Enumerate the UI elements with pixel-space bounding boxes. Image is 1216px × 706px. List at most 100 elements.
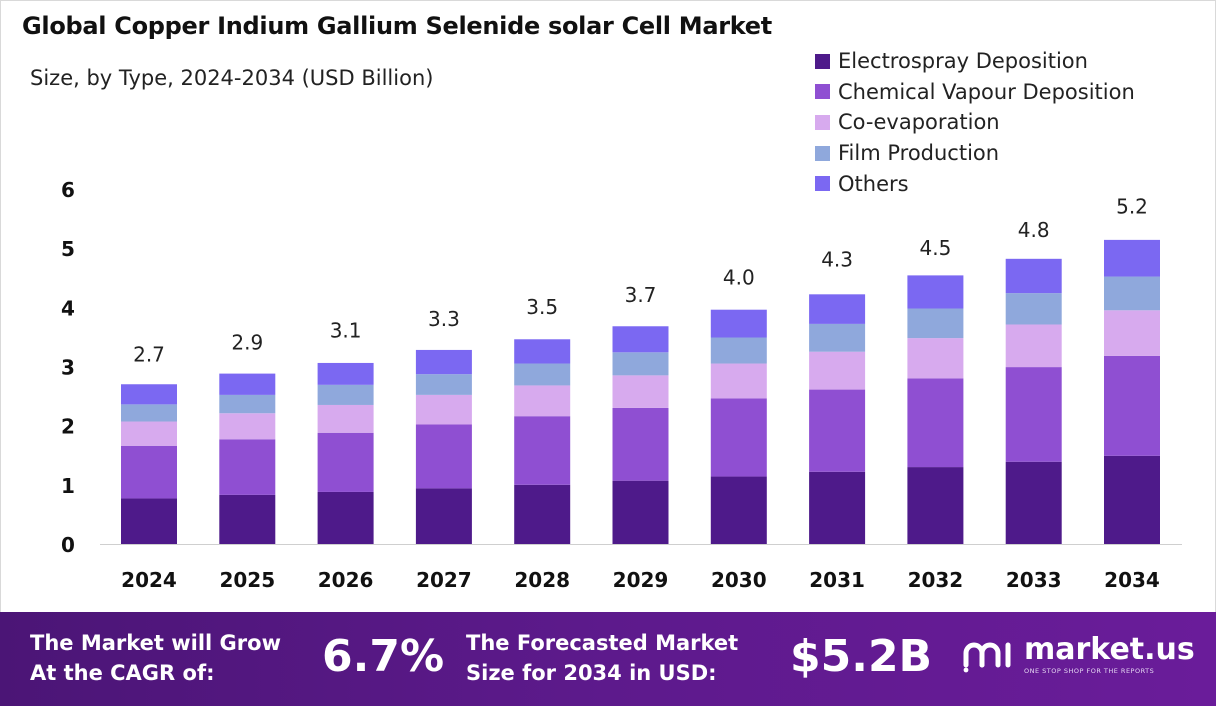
x-tick-label-2026: 2026 — [318, 568, 374, 592]
bar-stack-2026 — [317, 362, 374, 544]
chart-title: Global Copper Indium Gallium Selenide so… — [22, 12, 772, 40]
bar-segment-film-production-2027 — [415, 374, 472, 395]
x-tick-label-2032: 2032 — [908, 568, 964, 592]
y-axis: 0 1 2 3 4 5 6 — [61, 178, 75, 557]
bar-stack-2029 — [612, 326, 669, 544]
x-tick-label-2024: 2024 — [121, 568, 177, 592]
bar-segment-chemical-vapour-deposition-2031 — [809, 389, 866, 472]
bar-segment-chemical-vapour-deposition-2033 — [1005, 367, 1062, 462]
x-tick-label-2034: 2034 — [1104, 568, 1160, 592]
brand-logo: market.us ONE STOP SHOP FOR THE REPORTS — [962, 634, 1195, 675]
total-label-2034: 5.2 — [1116, 194, 1148, 218]
x-tick-label-2028: 2028 — [514, 568, 570, 592]
bar-segment-electrospray-deposition-2032 — [907, 467, 964, 544]
bar-segment-others-2028 — [514, 339, 571, 364]
bar-segment-electrospray-deposition-2029 — [612, 480, 669, 544]
total-label-2029: 3.7 — [625, 283, 657, 307]
y-tick-label: 3 — [61, 356, 75, 380]
bar-segment-film-production-2028 — [514, 363, 571, 386]
bar-segment-co-evaporation-2029 — [612, 375, 669, 408]
bar-segment-film-production-2030 — [710, 337, 767, 364]
bar-segment-film-production-2029 — [612, 352, 669, 376]
bar-stack-2028 — [514, 339, 571, 544]
bar-segment-film-production-2032 — [907, 308, 964, 339]
x-tick-label-2029: 2029 — [613, 568, 669, 592]
chart-subtitle: Size, by Type, 2024-2034 (USD Billion) — [30, 66, 434, 90]
legend-label-others: Others — [838, 171, 909, 196]
bar-segment-others-2032 — [907, 275, 964, 309]
brand-tagline: ONE STOP SHOP FOR THE REPORTS — [1024, 667, 1155, 675]
bar-segment-co-evaporation-2025 — [219, 413, 276, 440]
legend-item-film-production: Film Production — [815, 138, 1135, 169]
bar-stack-2033 — [1005, 258, 1062, 544]
bar-segment-others-2024 — [121, 384, 177, 405]
bar-segment-co-evaporation-2028 — [514, 385, 571, 417]
y-tick-label: 2 — [61, 415, 75, 439]
bar-segment-co-evaporation-2024 — [121, 421, 177, 446]
total-label-2028: 3.5 — [526, 295, 558, 319]
total-label-2024: 2.7 — [133, 342, 165, 366]
forecast-label-line1: The Forecasted Market — [466, 631, 739, 655]
legend-swatch-electrospray-deposition — [815, 53, 830, 69]
bar-segment-film-production-2026 — [317, 384, 374, 405]
bar-stack-2032 — [907, 275, 964, 544]
legend-label-film-production: Film Production — [838, 141, 1000, 166]
bar-segment-chemical-vapour-deposition-2030 — [710, 398, 767, 477]
bar-segment-film-production-2034 — [1104, 276, 1160, 311]
legend: Electrospray Deposition Chemical Vapour … — [815, 46, 1135, 199]
legend-swatch-film-production — [815, 145, 830, 161]
y-tick-label: 5 — [61, 237, 75, 261]
bar-segment-electrospray-deposition-2030 — [710, 476, 767, 544]
x-axis: 2024 2025 2026 2027 2028 2029 2030 2031 2032 2033… — [121, 568, 1160, 592]
bar-stack-2025 — [219, 373, 276, 544]
bar-segment-others-2026 — [317, 362, 374, 385]
legend-swatch-chemical-vapour-deposition — [815, 84, 830, 100]
legend-swatch-others — [815, 176, 830, 192]
legend-label-co-evaporation: Co-evaporation — [838, 110, 1000, 135]
total-labels: 2.7 2.9 3.1 3.3 3.5 3.7 4.0 4.3 4.5 4.8 5.2 — [133, 194, 1148, 366]
bar-segment-chemical-vapour-deposition-2029 — [612, 407, 669, 481]
bar-segment-co-evaporation-2030 — [710, 363, 767, 399]
y-tick-label: 0 — [61, 533, 75, 557]
bar-segment-film-production-2024 — [121, 404, 177, 422]
bar-segment-chemical-vapour-deposition-2034 — [1104, 355, 1160, 456]
stacked-bar-chart: 0 1 2 3 4 5 6 2.7 2.9 3.1 3.3 3.5 3.7 4.0 4.3 4.5 4.8 5.… — [61, 178, 1182, 592]
bar-segment-film-production-2025 — [219, 394, 276, 414]
bar-segment-co-evaporation-2034 — [1104, 310, 1160, 356]
bar-segment-others-2025 — [219, 373, 276, 395]
bar-segment-electrospray-deposition-2031 — [809, 471, 866, 544]
total-label-2027: 3.3 — [428, 307, 460, 331]
bar-segment-electrospray-deposition-2026 — [317, 491, 374, 544]
legend-swatch-co-evaporation — [815, 114, 830, 130]
bar-segment-electrospray-deposition-2033 — [1005, 461, 1062, 544]
bar-segment-film-production-2031 — [809, 323, 866, 352]
brand-name: market.us — [1024, 632, 1195, 667]
bar-segment-co-evaporation-2032 — [907, 338, 964, 379]
bar-segment-electrospray-deposition-2025 — [219, 494, 276, 544]
y-tick-label: 1 — [61, 474, 75, 498]
bar-segment-others-2027 — [415, 349, 472, 375]
y-tick-label: 4 — [61, 296, 75, 320]
legend-item-chemical-vapour-deposition: Chemical Vapour Deposition — [815, 77, 1135, 108]
bar-segment-others-2029 — [612, 326, 669, 353]
bar-segment-co-evaporation-2031 — [809, 351, 866, 390]
forecast-label-line2: Size for 2034 in USD: — [466, 661, 717, 685]
bar-stack-2024 — [121, 384, 177, 544]
legend-item-others: Others — [815, 168, 1135, 199]
bar-segment-electrospray-deposition-2024 — [121, 498, 177, 544]
bar-segment-chemical-vapour-deposition-2032 — [907, 378, 964, 468]
bar-segment-chemical-vapour-deposition-2025 — [219, 439, 276, 495]
market-us-logo-icon — [963, 642, 1011, 672]
legend-item-co-evaporation: Co-evaporation — [815, 107, 1135, 138]
cagr-label-line1: The Market will Grow — [30, 631, 281, 655]
bar-segment-chemical-vapour-deposition-2024 — [121, 445, 177, 499]
total-label-2033: 4.8 — [1018, 218, 1050, 242]
total-label-2025: 2.9 — [231, 330, 263, 354]
x-tick-label-2031: 2031 — [809, 568, 865, 592]
bar-segment-electrospray-deposition-2027 — [415, 488, 472, 544]
y-tick-label: 6 — [61, 178, 75, 202]
bar-segment-others-2030 — [710, 309, 767, 338]
bar-segment-electrospray-deposition-2028 — [514, 484, 571, 544]
bars — [121, 239, 1160, 544]
forecast-value: $5.2B — [790, 631, 933, 682]
